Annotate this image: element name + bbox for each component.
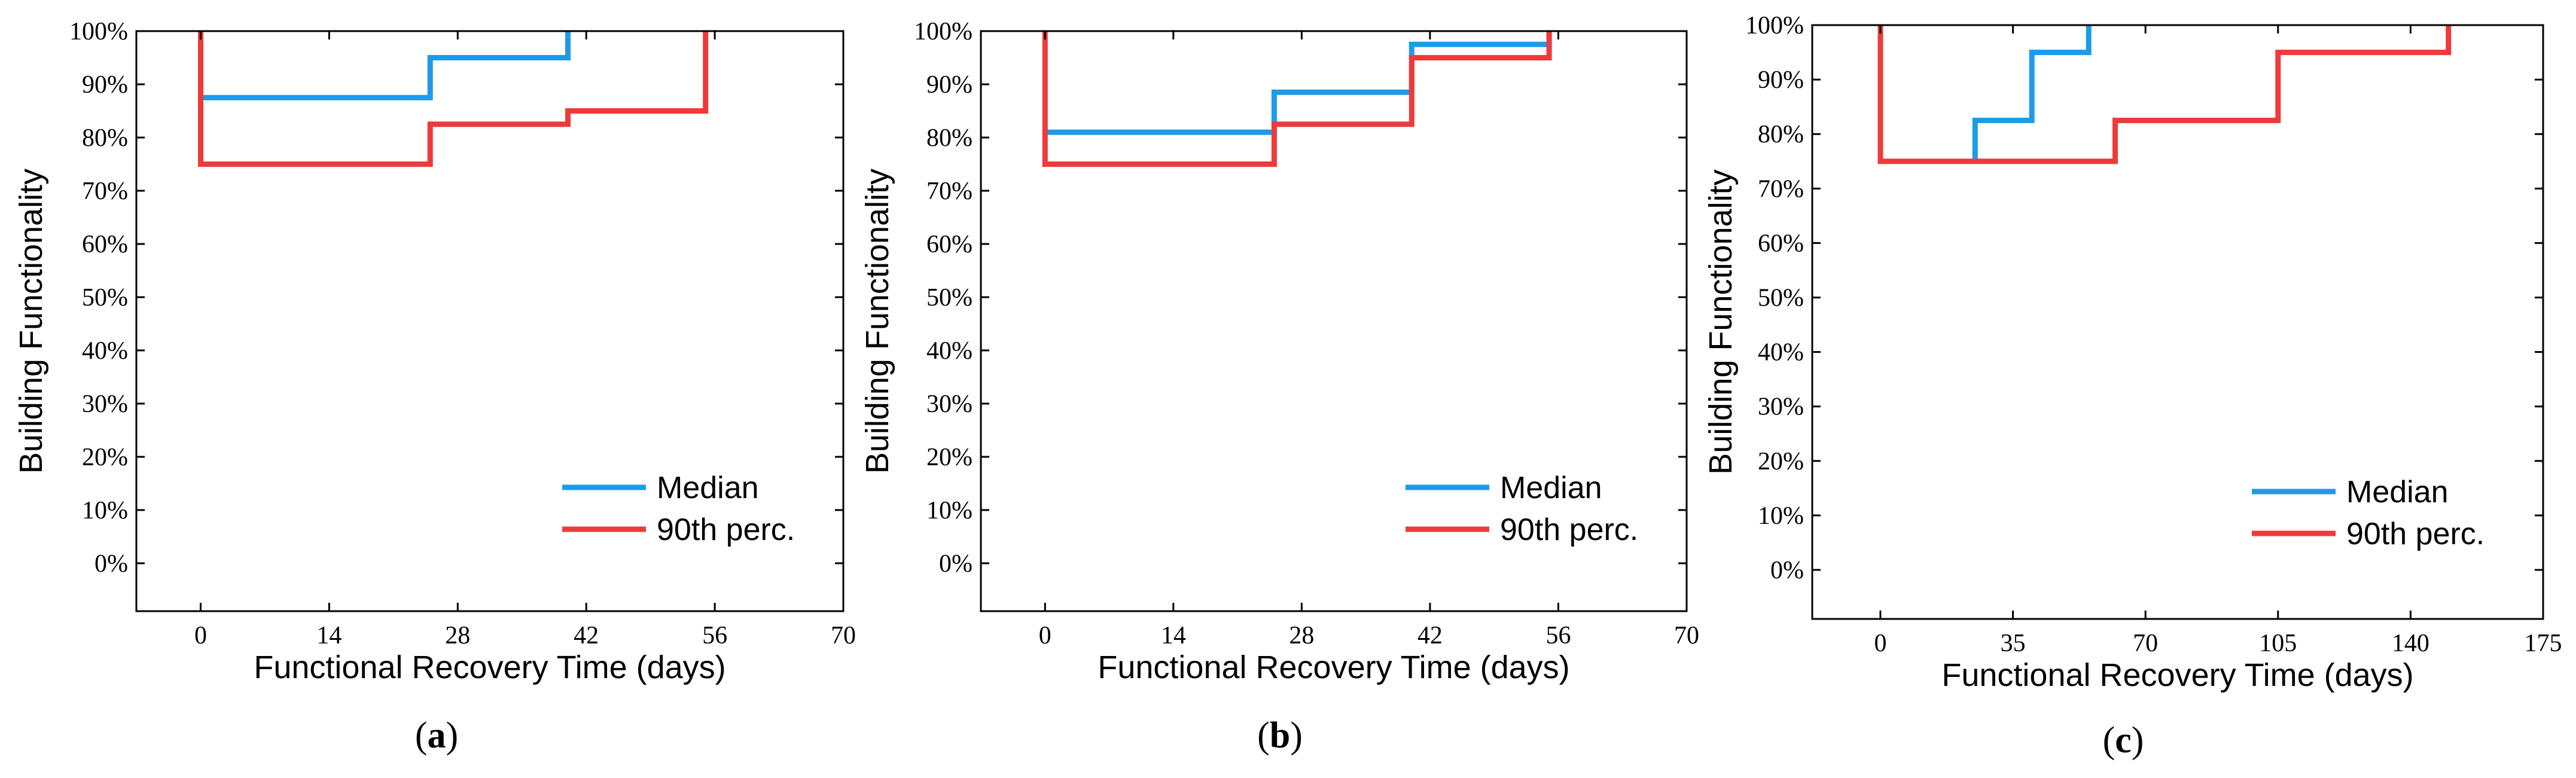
legend-label-median: Median xyxy=(657,471,759,505)
series-line-90th-perc xyxy=(198,31,709,167)
x-tick-label: 42 xyxy=(574,622,599,649)
chart-panel-c: 0% 10% 20% 30% 40% 50% 60% 70% 80% 90% 100% 0 35 70 10… xyxy=(1703,12,2562,761)
y-tick-label: 40% xyxy=(1758,339,1804,367)
y-tick-label: 10% xyxy=(926,497,973,524)
y-tick-label: 40% xyxy=(82,337,128,365)
y-tick-label: 60% xyxy=(82,231,128,258)
y-tick-label: 100% xyxy=(69,18,128,45)
series-line-90th-perc xyxy=(1042,31,1552,167)
x-tick-label: 14 xyxy=(1161,622,1186,649)
x-tick-label: 28 xyxy=(1289,622,1314,649)
y-tick-label: 50% xyxy=(82,284,128,312)
y-axis-label: Building Functionality xyxy=(859,169,895,474)
x-axis-label: Functional Recovery Time (days) xyxy=(254,649,725,685)
y-tick-label: 10% xyxy=(1758,502,1804,530)
x-tick-label: 175 xyxy=(2525,630,2562,657)
series-line-90th-perc xyxy=(1877,25,2452,164)
x-tick-label: 56 xyxy=(702,622,727,649)
chart-panel-b: 0% 10% 20% 30% 40% 50% 60% 70% 80% 90% 100% 0 14 28 42… xyxy=(859,18,1699,756)
series-line-median xyxy=(198,31,571,100)
x-tick-label: 140 xyxy=(2392,630,2429,657)
y-tick-label: 90% xyxy=(926,71,973,99)
panel-caption-letter: b xyxy=(1270,715,1290,756)
y-tick-label: 30% xyxy=(82,390,128,418)
y-tick-label: 60% xyxy=(926,231,973,258)
plot-area-frame xyxy=(1811,24,2544,620)
x-tick-label: 70 xyxy=(1674,622,1699,649)
y-tick-label: 90% xyxy=(1758,66,1804,94)
x-tick-label: 70 xyxy=(831,622,856,649)
y-tick-label: 30% xyxy=(1758,393,1804,421)
legend-label-90th-perc: 90th perc. xyxy=(1500,512,1638,547)
x-tick-label: 0 xyxy=(1874,630,1886,657)
y-tick-label: 50% xyxy=(926,284,973,312)
y-tick-label: 10% xyxy=(82,497,128,524)
legend-label-90th-perc: 90th perc. xyxy=(657,512,795,547)
panel-caption-close-paren: ) xyxy=(1290,715,1303,756)
y-tick-label: 60% xyxy=(1758,230,1804,257)
y-tick-label: 20% xyxy=(82,444,128,471)
y-tick-label: 0% xyxy=(94,550,128,578)
panel-caption-close-paren: ) xyxy=(2132,720,2144,761)
panel-caption-letter: c xyxy=(2115,720,2132,761)
y-tick-label: 0% xyxy=(939,550,973,578)
x-tick-label: 0 xyxy=(194,622,207,649)
y-tick-label: 100% xyxy=(914,18,973,45)
panel-caption-close-paren: ) xyxy=(446,715,459,756)
chart-panel-a: 0% 10% 20% 30% 40% 50% 60% 70% 80% 90% 100% 0 14 28 42… xyxy=(13,18,856,756)
y-tick-label: 50% xyxy=(1758,285,1804,312)
x-axis-label: Functional Recovery Time (days) xyxy=(1098,649,1569,685)
panel-caption-open-paren: ( xyxy=(1257,715,1270,756)
x-tick-label: 42 xyxy=(1417,622,1443,649)
y-tick-label: 100% xyxy=(1745,12,1804,39)
y-axis-label: Building Functionality xyxy=(13,169,49,474)
y-tick-label: 70% xyxy=(82,178,128,205)
legend-label-90th-perc: 90th perc. xyxy=(2346,517,2484,551)
panel-caption: (c) xyxy=(2103,720,2144,761)
x-axis-label: Functional Recovery Time (days) xyxy=(1941,657,2413,693)
x-tick-label: 105 xyxy=(2259,630,2297,657)
y-tick-label: 80% xyxy=(926,124,973,152)
x-tick-label: 0 xyxy=(1039,622,1051,649)
y-tick-label: 80% xyxy=(82,124,128,152)
plot-area-frame xyxy=(135,30,845,612)
y-tick-label: 30% xyxy=(926,390,973,418)
y-tick-label: 0% xyxy=(1770,557,1804,584)
y-tick-label: 40% xyxy=(926,337,973,365)
y-tick-label: 20% xyxy=(926,444,973,471)
panel-caption-letter: a xyxy=(428,715,446,756)
x-tick-label: 35 xyxy=(2001,630,2026,657)
y-tick-label: 90% xyxy=(82,71,128,99)
series-line-median xyxy=(1972,25,2092,161)
x-tick-label: 28 xyxy=(445,622,470,649)
panel-caption: (b) xyxy=(1257,715,1303,756)
panel-caption-open-paren: ( xyxy=(415,715,428,756)
panel-caption: (a) xyxy=(415,715,458,756)
y-axis-label: Building Functionality xyxy=(1703,169,1739,474)
legend-label-median: Median xyxy=(1500,471,1602,505)
series-line-median xyxy=(1045,31,1552,135)
y-tick-label: 70% xyxy=(926,178,973,205)
plot-area-frame xyxy=(980,30,1688,612)
legend-label-median: Median xyxy=(2346,475,2449,509)
y-tick-label: 80% xyxy=(1758,121,1804,148)
panel-caption-open-paren: ( xyxy=(2103,720,2115,761)
x-tick-label: 56 xyxy=(1545,622,1571,649)
y-tick-label: 20% xyxy=(1758,448,1804,475)
x-tick-label: 14 xyxy=(316,622,342,649)
y-tick-label: 70% xyxy=(1758,175,1804,203)
x-tick-label: 70 xyxy=(2133,630,2158,657)
